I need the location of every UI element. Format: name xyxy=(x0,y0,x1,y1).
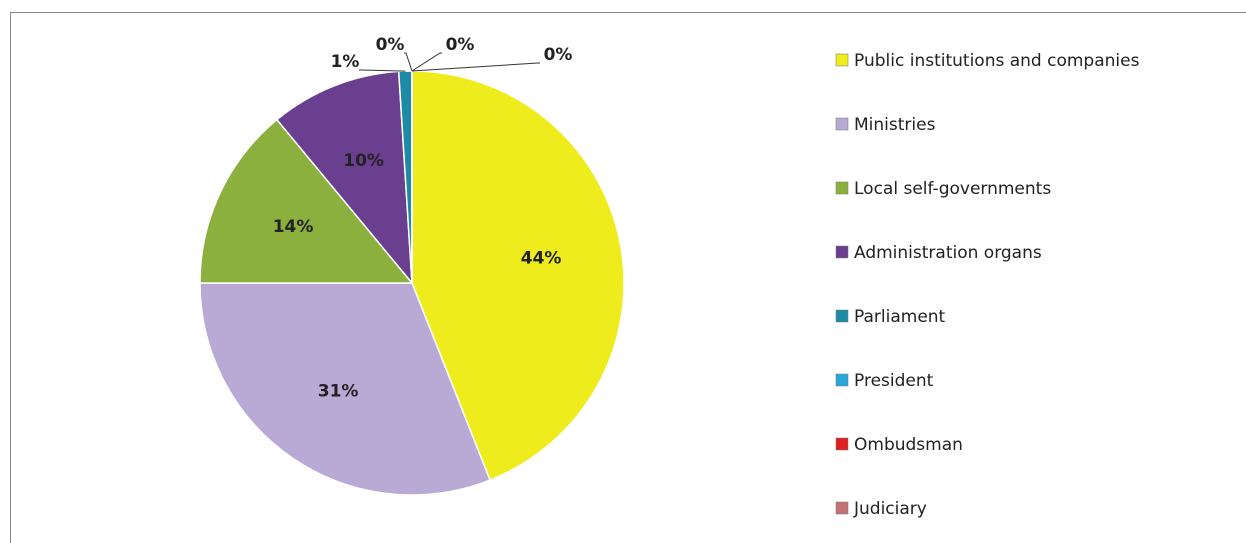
legend-swatch xyxy=(835,53,849,67)
pie-slice xyxy=(411,70,625,482)
legend-label: Ombudsman xyxy=(854,435,963,455)
legend-label: President xyxy=(854,371,934,391)
legend-swatch xyxy=(835,117,849,131)
data-label: 10% xyxy=(343,151,384,171)
data-label: 0% xyxy=(544,45,573,65)
data-label: 1% xyxy=(331,52,360,72)
legend-label: Ministries xyxy=(854,115,936,135)
pie-slice xyxy=(275,70,413,286)
legend-swatch xyxy=(835,373,849,387)
pie-slice xyxy=(199,118,414,284)
legend-label: Administration organs xyxy=(854,243,1042,263)
legend-swatch xyxy=(835,437,849,451)
data-label: 31% xyxy=(318,382,359,402)
leader-line xyxy=(404,52,413,72)
data-label: 0% xyxy=(376,35,405,55)
legend-swatch xyxy=(835,309,849,323)
legend-label: Judiciary xyxy=(853,499,927,519)
leader-line xyxy=(359,69,406,72)
legend-swatch xyxy=(835,181,849,195)
legend-swatch xyxy=(835,245,849,259)
legend: Public institutions and companies Ministr… xyxy=(835,51,1140,519)
data-label: 0% xyxy=(446,35,475,55)
legend-swatch xyxy=(835,501,849,515)
leader-line xyxy=(411,52,442,72)
legend-label: Public institutions and companies xyxy=(854,51,1140,71)
data-label: 14% xyxy=(273,217,314,237)
pie: 44% 31% 14% 10% 1% 0% 0% 0% xyxy=(199,35,625,496)
leader-line xyxy=(411,62,540,72)
pie-slice xyxy=(199,282,492,496)
chart-frame xyxy=(10,12,1246,543)
legend-label: Parliament xyxy=(854,307,946,327)
legend-label: Local self-governments xyxy=(854,179,1051,199)
data-label: 44% xyxy=(521,248,562,268)
